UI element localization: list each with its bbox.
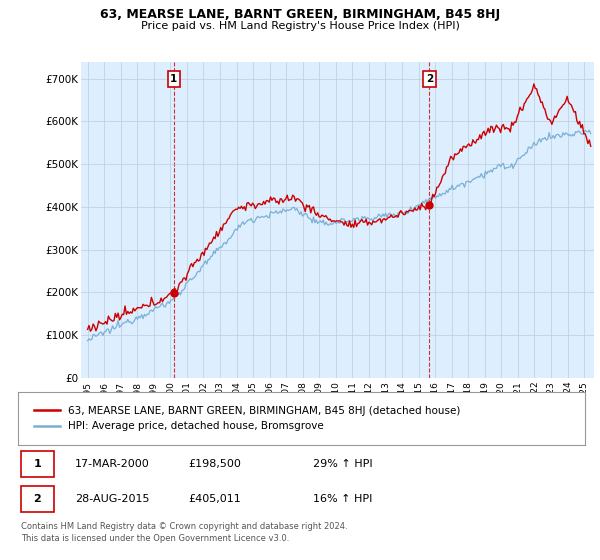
Text: Price paid vs. HM Land Registry's House Price Index (HPI): Price paid vs. HM Land Registry's House … (140, 21, 460, 31)
Text: 1: 1 (170, 74, 178, 84)
Text: 28-AUG-2015: 28-AUG-2015 (75, 494, 149, 504)
FancyBboxPatch shape (21, 451, 54, 477)
Text: £405,011: £405,011 (188, 494, 241, 504)
Text: 2: 2 (34, 494, 41, 504)
Text: 2: 2 (426, 74, 433, 84)
Text: 1: 1 (34, 459, 41, 469)
Text: Contains HM Land Registry data © Crown copyright and database right 2024.
This d: Contains HM Land Registry data © Crown c… (21, 522, 347, 543)
Text: 29% ↑ HPI: 29% ↑ HPI (313, 459, 373, 469)
Legend: 63, MEARSE LANE, BARNT GREEN, BIRMINGHAM, B45 8HJ (detached house), HPI: Average: 63, MEARSE LANE, BARNT GREEN, BIRMINGHAM… (29, 400, 466, 437)
FancyBboxPatch shape (21, 486, 54, 512)
Text: 17-MAR-2000: 17-MAR-2000 (75, 459, 149, 469)
Text: 16% ↑ HPI: 16% ↑ HPI (313, 494, 372, 504)
Text: 63, MEARSE LANE, BARNT GREEN, BIRMINGHAM, B45 8HJ: 63, MEARSE LANE, BARNT GREEN, BIRMINGHAM… (100, 8, 500, 21)
Text: £198,500: £198,500 (188, 459, 241, 469)
